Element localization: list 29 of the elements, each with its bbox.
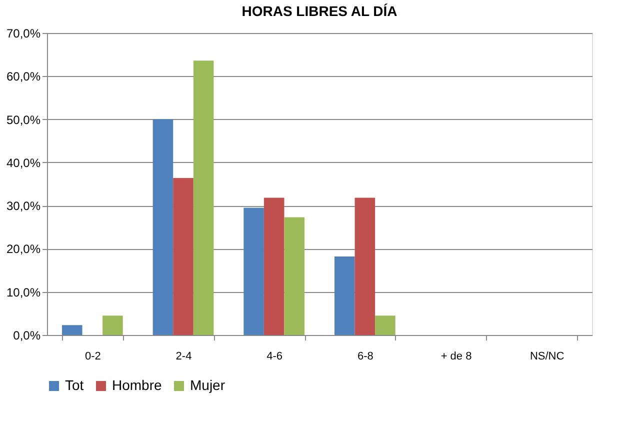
y-tick-label: 10,0% (6, 285, 41, 300)
legend-label: Mujer (190, 377, 226, 393)
bar (173, 178, 194, 335)
x-tick-label: 6-8 (357, 350, 374, 362)
bar (244, 208, 264, 335)
x-tick-label: NS/NC (530, 350, 564, 362)
bar (334, 256, 355, 335)
y-tick-label: 20,0% (6, 242, 41, 256)
y-tick-label: 30,0% (6, 199, 41, 214)
bar (354, 198, 376, 335)
bar (375, 316, 396, 335)
y-tick-label: 0,0% (13, 328, 41, 342)
bar (193, 60, 214, 335)
bar (152, 119, 174, 335)
bar (102, 316, 123, 335)
x-tick-label: 2-4 (176, 350, 192, 362)
y-tick-label: 70,0% (6, 26, 41, 40)
x-tick-label: 0-2 (84, 350, 101, 362)
legend-label: Tot (65, 377, 84, 393)
x-tick-label: + de 8 (440, 350, 472, 362)
legend-label: Hombre (112, 377, 162, 393)
y-tick-label: 40,0% (6, 156, 41, 170)
bar (62, 325, 82, 335)
bar (264, 198, 284, 335)
y-tick-label: 50,0% (6, 112, 41, 127)
x-tick-label: 4-6 (266, 350, 283, 362)
chart-title: HORAS LIBRES AL DÍA (242, 3, 398, 19)
y-tick-label: 60,0% (6, 70, 41, 84)
bar (284, 217, 305, 335)
